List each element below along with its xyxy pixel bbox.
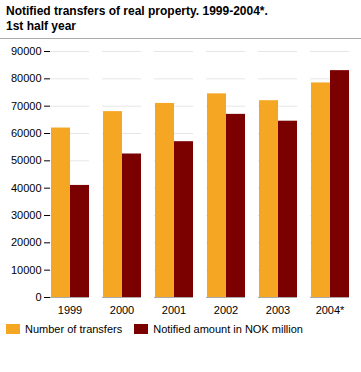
- svg-text:0: 0: [35, 291, 41, 303]
- svg-text:70000: 70000: [11, 100, 42, 112]
- svg-text:90000: 90000: [11, 45, 42, 57]
- html-text:1st half year: 1st half year: [6, 19, 76, 33]
- html-text:Number of transfers: Number of transfers: [25, 323, 123, 335]
- svg-text:2000: 2000: [110, 304, 134, 316]
- svg-text:2004*: 2004*: [316, 304, 345, 316]
- svg-text:80000: 80000: [11, 72, 42, 84]
- svg-text:10000: 10000: [11, 264, 42, 276]
- svg-text:2001: 2001: [162, 304, 186, 316]
- svg-text:20000: 20000: [11, 236, 42, 248]
- svg-text:2002: 2002: [214, 304, 238, 316]
- svg-text:60000: 60000: [11, 127, 42, 139]
- svg-text:2003: 2003: [266, 304, 290, 316]
- svg-text:1999: 1999: [58, 304, 82, 316]
- svg-text:30000: 30000: [11, 209, 42, 221]
- svg-text:50000: 50000: [11, 154, 42, 166]
- html-text:Notified transfers of real pro: Notified transfers of real property. 199…: [6, 4, 268, 18]
- svg-text:40000: 40000: [11, 182, 42, 194]
- html-text:Notified amount in NOK million: Notified amount in NOK million: [153, 323, 303, 335]
